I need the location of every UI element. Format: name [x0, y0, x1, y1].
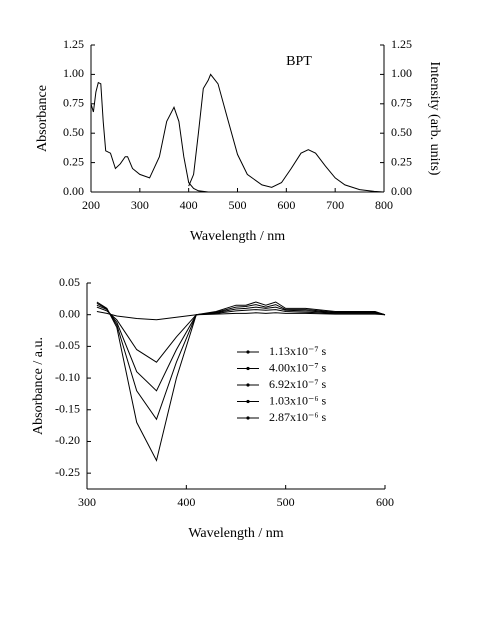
- legend-label: 1.03x10⁻⁶ s: [269, 393, 327, 407]
- y-tick-label: -0.05: [55, 338, 80, 352]
- x-tick-label: 500: [229, 198, 247, 212]
- y2-tick-label: 1.00: [391, 66, 412, 80]
- y2-axis-label: Intensity (arb. units): [427, 62, 442, 176]
- legend-marker: [246, 383, 250, 387]
- data-line: [90, 81, 209, 193]
- x-tick-label: 600: [277, 198, 295, 212]
- data-line: [96, 302, 386, 421]
- y2-tick-label: 0.25: [391, 154, 412, 168]
- y-tick-label: 0.00: [63, 184, 84, 198]
- y-tick-label: 0.50: [63, 125, 84, 139]
- legend-label: 6.92x10⁻⁷ s: [269, 377, 327, 391]
- legend-label: 1.13x10⁻⁷ s: [269, 344, 327, 358]
- annotation: BPT: [286, 54, 312, 69]
- data-line: [96, 311, 386, 321]
- legend-marker: [246, 366, 250, 371]
- x-tick-label: 500: [277, 495, 295, 509]
- y-tick-label: 0.00: [59, 306, 80, 320]
- y-tick-label: -0.10: [55, 370, 80, 384]
- y2-tick-label: 0.75: [391, 96, 412, 110]
- data-line: [96, 301, 386, 462]
- legend-label: 4.00x10⁻⁷ s: [269, 360, 327, 374]
- x-tick-label: 200: [82, 198, 100, 212]
- y-tick-label: 0.05: [59, 275, 80, 289]
- y2-tick-label: 0.50: [391, 125, 412, 139]
- y-tick-label: -0.15: [55, 402, 80, 416]
- y2-tick-label: 0.00: [391, 184, 412, 198]
- x-tick-label: 800: [375, 198, 393, 212]
- y-axis-label: Absorbance: [35, 85, 50, 152]
- x-axis-label: Wavelength / nm: [188, 526, 283, 541]
- x-tick-label: 600: [376, 495, 394, 509]
- y-tick-label: -0.25: [55, 465, 80, 479]
- x-axis-label: Wavelength / nm: [190, 229, 285, 244]
- y-axis-label: Absorbance / a.u.: [31, 337, 46, 435]
- legend-marker: [246, 399, 250, 404]
- data-line: [96, 304, 386, 392]
- y-tick-label: 0.75: [63, 96, 84, 110]
- x-tick-label: 400: [177, 495, 195, 509]
- legend-marker: [246, 350, 250, 354]
- y-tick-label: -0.20: [55, 433, 80, 447]
- x-tick-label: 400: [180, 198, 198, 212]
- x-tick-label: 300: [131, 198, 149, 212]
- legend-label: 2.87x10⁻⁶ s: [269, 410, 327, 424]
- x-tick-label: 700: [326, 198, 344, 212]
- x-tick-label: 300: [78, 495, 96, 509]
- data-line: [96, 306, 386, 363]
- y-tick-label: 0.25: [63, 154, 84, 168]
- y2-tick-label: 1.25: [391, 37, 412, 51]
- data-line: [188, 73, 385, 193]
- y-tick-label: 1.25: [63, 37, 84, 51]
- y-tick-label: 1.00: [63, 66, 84, 80]
- legend-marker: [246, 416, 250, 420]
